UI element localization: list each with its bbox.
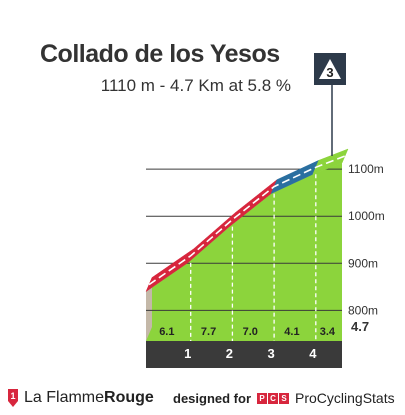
pcs-letter: C [268,392,279,404]
altitude-label: 1100m [348,162,384,176]
gradient-label: 7.0 [243,326,258,338]
profile-area [146,163,342,341]
surface-centre-line [148,155,346,286]
svg-text:1: 1 [10,391,15,401]
gradient-label: 4.1 [284,326,299,338]
mountain-triangle-icon [319,59,341,79]
pcs-letter: S [279,392,290,404]
gradient-label: 3.4 [320,326,336,338]
procyclingstats-name: ProCyclingStats [295,390,395,406]
km-marker-label: 2 [226,346,233,361]
gradient-label: 6.1 [159,326,174,338]
altitude-label: 900m [348,256,378,270]
category-label: 3 [326,65,333,80]
km-marker-label: 4 [309,346,317,361]
altitude-label: 1000m [348,209,385,223]
km-marker-label: 1 [184,346,191,361]
altitude-label: 800m [348,303,378,317]
gradient-label: 7.7 [201,326,216,338]
profile-start-wall [146,277,152,341]
distance-base [146,341,342,368]
flame-flag-icon: 1 [8,389,18,407]
la-flamme-rouge-logo: 1 La FlammeRouge [6,386,154,410]
pcs-letter: P [257,392,268,404]
end-distance-label: 4.7 [351,319,369,334]
la-flamme-rouge-wordmark: La FlammeRouge [24,389,154,406]
climb-summary: 1110 m - 4.7 Km at 5.8 % [100,76,291,95]
page-title: Collado de los Yesos [40,40,280,68]
designed-for-label: designed for [173,390,252,406]
km-marker-label: 3 [267,346,274,361]
